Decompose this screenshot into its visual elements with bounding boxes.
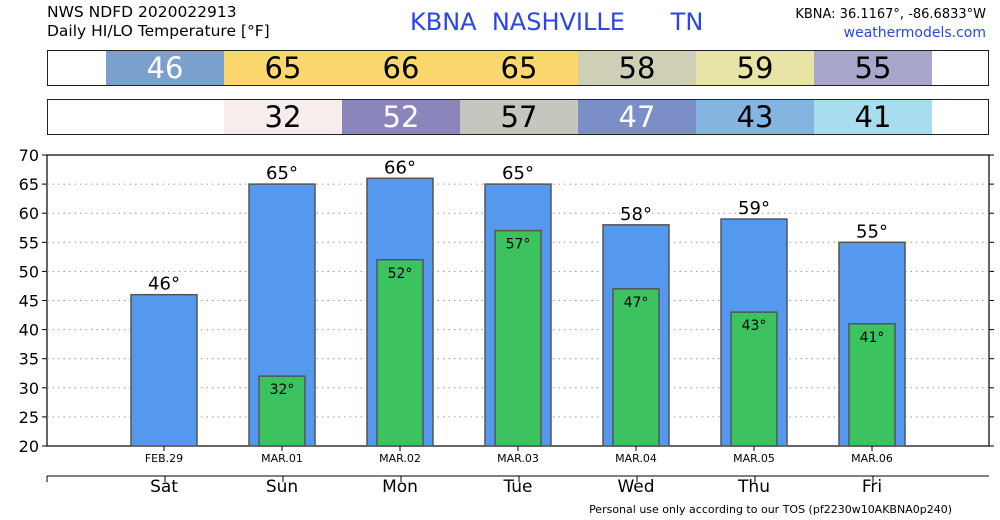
hi-bar bbox=[130, 293, 198, 447]
lo-strip-cell: 57 bbox=[460, 100, 578, 134]
header-right: KBNA: 36.1167°, -86.6833°W weathermodels… bbox=[795, 5, 986, 43]
lo-value-label: 32° bbox=[270, 382, 295, 398]
date-label: MAR.05 bbox=[733, 452, 775, 465]
hi-strip-cell: 55 bbox=[814, 51, 932, 85]
lo-strip-cell: 52 bbox=[342, 100, 460, 134]
date-label: MAR.03 bbox=[497, 452, 539, 465]
y-tick-label: 45 bbox=[19, 292, 39, 311]
date-label: MAR.04 bbox=[615, 452, 657, 465]
y-tick-label: 50 bbox=[19, 262, 39, 281]
y-tick-label: 55 bbox=[19, 233, 39, 252]
hi-value-label: 66° bbox=[384, 157, 416, 178]
y-tick-label: 30 bbox=[19, 379, 39, 398]
y-tick-label: 25 bbox=[19, 408, 39, 427]
y-tick-label: 40 bbox=[19, 321, 39, 340]
day-label: Sat bbox=[150, 477, 178, 497]
lo-strip-cell: 43 bbox=[696, 100, 814, 134]
lo-strip-cell: 47 bbox=[578, 100, 696, 134]
day-label: Tue bbox=[502, 477, 532, 497]
hi-strip-cell: 65 bbox=[460, 51, 578, 85]
lo-bar bbox=[376, 259, 424, 447]
lo-strip-cell: 32 bbox=[224, 100, 342, 134]
lo-bar bbox=[730, 311, 778, 447]
hi-value-label: 58° bbox=[620, 204, 652, 225]
footer-note: Personal use only according to our TOS (… bbox=[589, 503, 952, 516]
hi-value-label: 65° bbox=[502, 163, 534, 184]
day-label: Fri bbox=[862, 477, 882, 497]
day-label: Sun bbox=[266, 477, 298, 497]
station-coordinates: KBNA: 36.1167°, -86.6833°W bbox=[795, 7, 986, 22]
lo-value-label: 43° bbox=[742, 318, 767, 334]
date-label: MAR.02 bbox=[379, 452, 421, 465]
y-tick-label: 60 bbox=[19, 204, 39, 223]
y-tick-label: 65 bbox=[19, 175, 39, 194]
hi-value-label: 46° bbox=[148, 274, 180, 295]
website-link[interactable]: weathermodels.com bbox=[843, 25, 986, 41]
y-tick-label: 20 bbox=[19, 437, 39, 456]
hi-strip-cell: 65 bbox=[224, 51, 342, 85]
date-label: FEB.29 bbox=[145, 452, 183, 465]
lo-bar bbox=[612, 288, 660, 447]
station-title: KBNA NASHVILLE TN bbox=[410, 8, 704, 36]
hi-value-label: 55° bbox=[856, 221, 888, 242]
header-left: NWS NDFD 2020022913 Daily HI/LO Temperat… bbox=[47, 3, 270, 41]
lo-bar bbox=[494, 229, 542, 447]
lo-value-label: 52° bbox=[388, 266, 413, 282]
day-label: Thu bbox=[737, 477, 770, 497]
lo-value-label: 47° bbox=[624, 295, 649, 311]
hi-strip-cell: 66 bbox=[342, 51, 460, 85]
day-label: Mon bbox=[382, 477, 418, 497]
date-label: MAR.06 bbox=[851, 452, 893, 465]
model-run-label: NWS NDFD 2020022913 bbox=[47, 3, 237, 21]
hi-strip-cell: 46 bbox=[106, 51, 224, 85]
lo-value-label: 41° bbox=[860, 330, 885, 346]
y-tick-label: 70 bbox=[19, 146, 39, 165]
date-label: MAR.01 bbox=[261, 452, 303, 465]
lo-temperature-strip: 32 52 57 47 43 41 bbox=[47, 99, 989, 135]
y-tick-label: 35 bbox=[19, 350, 39, 369]
hi-temperature-strip: 46 65 66 65 58 59 55 bbox=[47, 50, 989, 86]
hi-value-label: 59° bbox=[738, 198, 770, 219]
lo-value-label: 57° bbox=[506, 237, 531, 253]
product-title: Daily HI/LO Temperature [°F] bbox=[47, 22, 270, 40]
day-label: Wed bbox=[617, 477, 654, 497]
hi-strip-cell: 59 bbox=[696, 51, 814, 85]
lo-bar bbox=[258, 375, 306, 447]
hi-strip-cell: 58 bbox=[578, 51, 696, 85]
hi-value-label: 65° bbox=[266, 163, 298, 184]
lo-strip-cell: 41 bbox=[814, 100, 932, 134]
